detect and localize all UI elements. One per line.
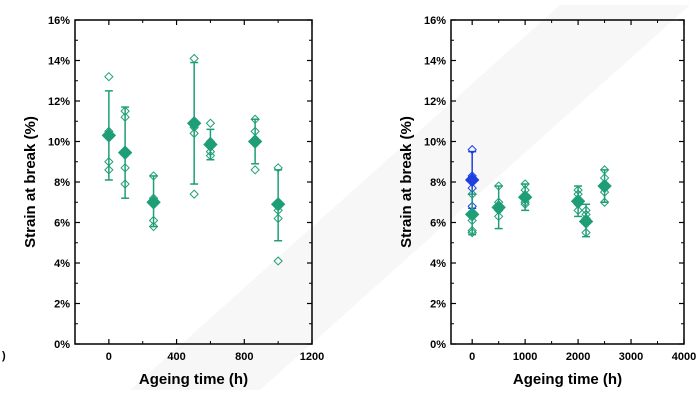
y-tick-label: 2% [54, 299, 70, 311]
sample-point [205, 150, 216, 161]
mean-point [597, 178, 612, 194]
sample-point [120, 112, 130, 122]
mean-point [464, 172, 480, 188]
sample-point [148, 215, 159, 226]
left-chart: 0% 2% 4% 6% 8% 10% 12% 14% 16% 0 400 800 1200 Ageing … [22, 15, 324, 388]
y-tick-label: 14% [48, 56, 70, 68]
y-tick-label: 10% [424, 137, 446, 149]
mean-point [570, 194, 586, 209]
x-tick-label: 1200 [300, 351, 324, 363]
watermark [130, 5, 690, 390]
sample-point [250, 114, 260, 124]
y-tick-label: 16% [424, 15, 446, 27]
y-tick-label: 4% [54, 258, 70, 270]
sample-point [120, 179, 130, 189]
x-tick-label: 0 [469, 351, 475, 363]
sample-point [120, 106, 130, 116]
sample-point [104, 71, 114, 82]
right-chart: 0% 2% 4% 6% 8% 10% 12% 14% 16% 0 1000 2000 3000 4000 A… [398, 15, 696, 388]
sample-point [467, 215, 477, 226]
x-tick-label: 400 [167, 351, 185, 363]
sample-point [120, 163, 130, 173]
y-tick-label: 8% [430, 177, 446, 189]
mean-point [247, 134, 263, 149]
y-tick-label: 2% [430, 299, 446, 311]
x-tick-label: 1000 [513, 351, 537, 363]
sample-point [493, 181, 504, 191]
y-tick-label: 4% [430, 258, 446, 270]
sample-point [250, 165, 260, 175]
sample-point [273, 213, 283, 224]
sample-point [189, 53, 199, 64]
y-tick-label: 16% [48, 15, 70, 27]
sample-point [273, 256, 283, 266]
sample-point [467, 189, 477, 199]
sample-point [148, 221, 159, 232]
mean-point [117, 145, 133, 160]
sample-point [599, 187, 610, 197]
mean-point [464, 207, 480, 222]
y-axis-title: Strain at break (%) [22, 116, 39, 248]
mean-point [186, 116, 202, 131]
mean-point [101, 128, 117, 143]
x-tick-label: 0 [106, 351, 112, 363]
sample-point [189, 128, 199, 139]
x-tick-label: 2000 [566, 351, 590, 363]
y-tick-label: 12% [48, 96, 70, 108]
sample-point [205, 118, 216, 128]
sample-point [148, 171, 159, 181]
mean-point [270, 197, 286, 212]
sample-point [104, 165, 114, 175]
sample-point [467, 227, 477, 238]
sample-point [520, 179, 530, 189]
y-tick-label: 6% [54, 218, 70, 230]
x-tick-label: 800 [235, 351, 253, 363]
sample-point [493, 211, 504, 222]
y-tick-label: 6% [430, 218, 446, 230]
y-tick-label: 0% [54, 339, 70, 351]
mean-point [517, 189, 533, 205]
y-axis-title: Strain at break (%) [398, 116, 415, 248]
mean-point [146, 195, 161, 210]
y-tick-label: 14% [424, 56, 446, 68]
mean-point [491, 200, 506, 215]
sample-point [581, 227, 591, 238]
x-tick-label: 4000 [672, 351, 696, 363]
sample-point [467, 144, 477, 155]
sample-point [467, 225, 477, 236]
sample-point [205, 146, 216, 157]
sample-point [467, 183, 477, 193]
y-tick-label: 8% [54, 177, 70, 189]
x-tick-label: 3000 [619, 351, 643, 363]
sample-point [189, 189, 199, 199]
x-axis-title: Ageing time (h) [139, 371, 248, 388]
y-tick-label: 12% [424, 96, 446, 108]
sample-point [520, 199, 530, 209]
y-tick-label: 0% [430, 339, 446, 351]
left-edge-glyph: ) [2, 350, 6, 362]
sample-point [599, 197, 610, 207]
mean-point [203, 137, 218, 152]
sample-point [273, 163, 283, 173]
y-tick-label: 10% [48, 137, 70, 149]
sample-point [573, 205, 583, 216]
mean-point [578, 214, 594, 229]
x-axis-title: Ageing time (h) [513, 371, 622, 388]
